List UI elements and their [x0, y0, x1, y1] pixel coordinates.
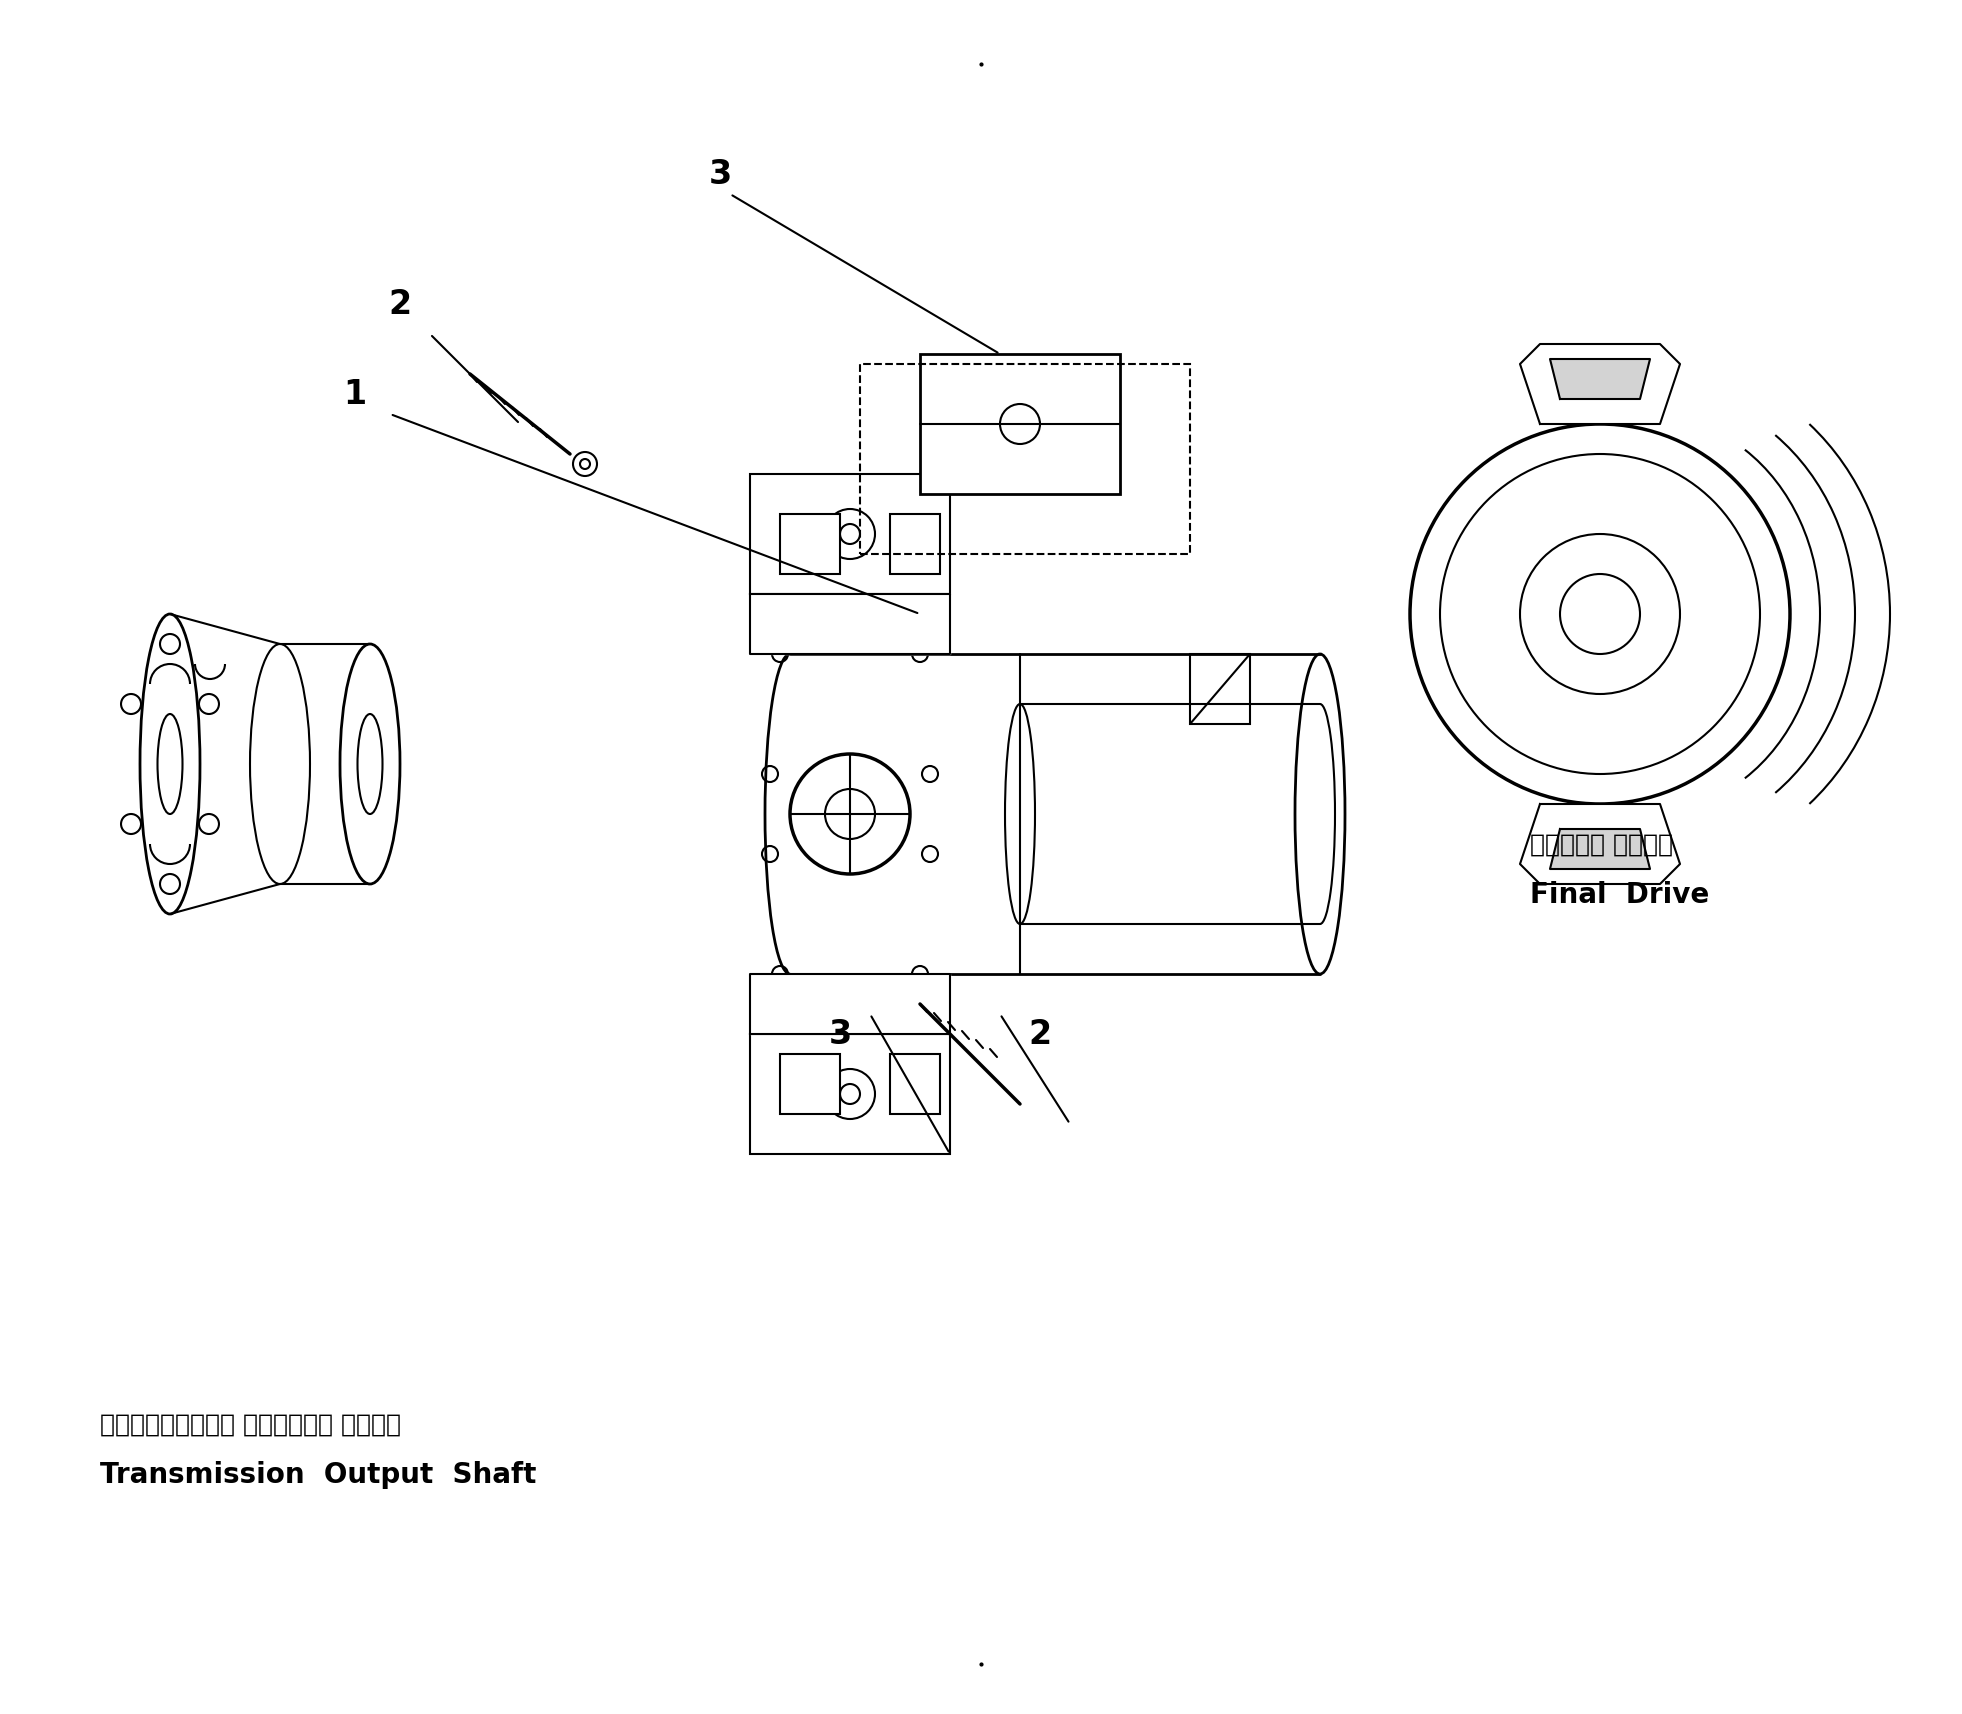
Bar	[749, 1034, 950, 1154]
Bar	[891, 1054, 940, 1114]
Polygon shape	[1550, 360, 1650, 399]
Text: Transmission  Output  Shaft: Transmission Output Shaft	[100, 1460, 536, 1488]
Text: 1: 1	[343, 379, 367, 411]
Polygon shape	[1521, 804, 1679, 884]
Polygon shape	[1550, 830, 1650, 869]
Bar	[781, 1054, 840, 1114]
Polygon shape	[1521, 345, 1679, 425]
Bar	[891, 514, 940, 574]
Bar	[1191, 655, 1250, 725]
Polygon shape	[749, 595, 950, 655]
Text: 2: 2	[388, 288, 412, 321]
Text: 3: 3	[828, 1018, 852, 1051]
Bar	[781, 514, 840, 574]
Text: ファイナル ドライブ: ファイナル ドライブ	[1530, 833, 1674, 855]
Text: トランスミッション アウトプット シャフト: トランスミッション アウトプット シャフト	[100, 1412, 400, 1436]
Bar	[859, 365, 1191, 555]
Polygon shape	[749, 975, 950, 1034]
Text: 2: 2	[1028, 1018, 1052, 1051]
Bar	[920, 355, 1120, 495]
Bar	[749, 475, 950, 595]
Text: 3: 3	[708, 158, 732, 192]
Text: Final  Drive: Final Drive	[1530, 881, 1709, 908]
